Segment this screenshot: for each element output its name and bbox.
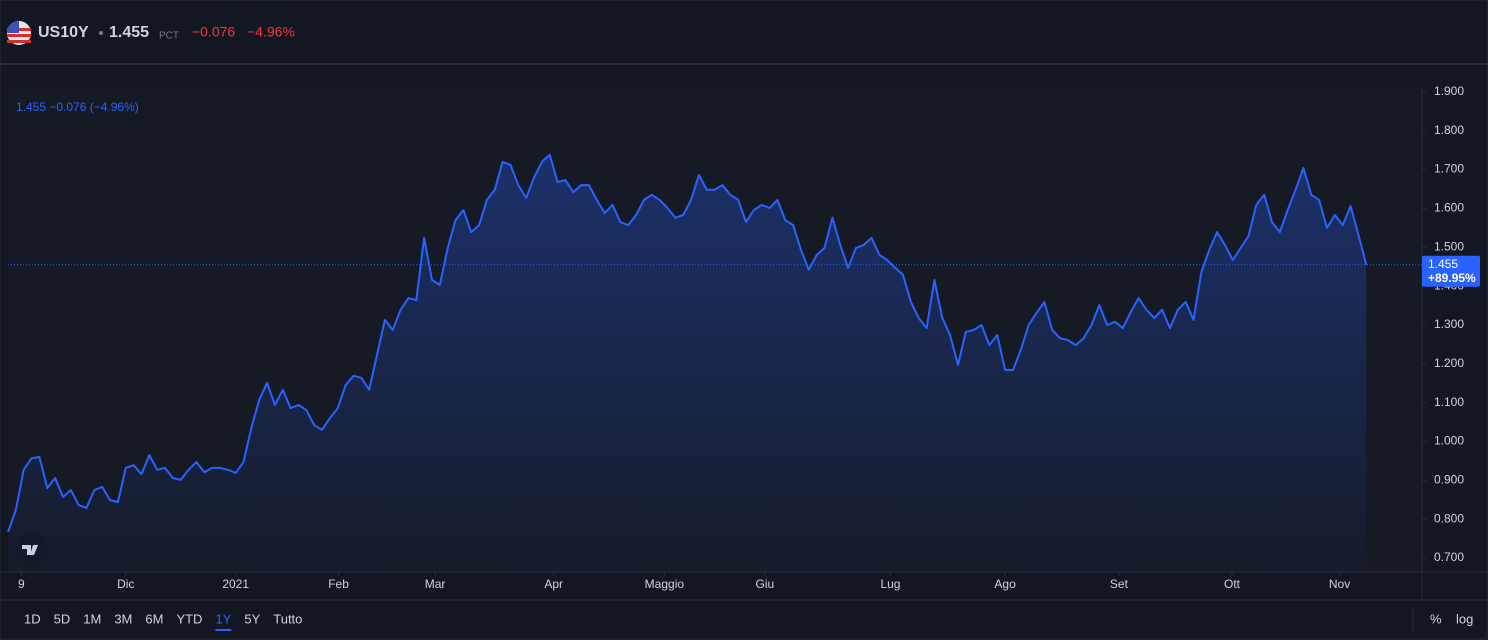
x-tick-label: Mar <box>425 577 446 591</box>
y-tick-label: 0.700 <box>1434 550 1464 564</box>
price: 1.455 <box>109 24 149 41</box>
range-button[interactable]: 1Y <box>215 611 231 626</box>
range-button[interactable]: 1M <box>83 611 101 626</box>
area <box>8 154 1367 573</box>
last-price-box <box>1422 255 1480 287</box>
y-tick-label: 1.800 <box>1434 123 1464 137</box>
y-tick-label: 0.800 <box>1434 511 1464 525</box>
scale-button[interactable]: log <box>1456 611 1473 626</box>
x-tick-label: Ott <box>1224 577 1241 591</box>
change: −0.076 <box>192 24 235 40</box>
y-tick-label: 1.100 <box>1434 395 1464 409</box>
range-button[interactable]: 3M <box>114 611 132 626</box>
last-change-label: +89.95% <box>1428 271 1476 285</box>
y-tick-label: 0.900 <box>1434 472 1464 486</box>
x-tick-label: 9 <box>18 577 25 591</box>
flag <box>7 21 31 45</box>
x-tick-label: Nov <box>1329 577 1350 591</box>
scale-button[interactable]: % <box>1430 611 1442 626</box>
unit: PCT <box>159 31 179 42</box>
change-pct: −4.96% <box>247 24 295 40</box>
y-tick-label: 1.000 <box>1434 434 1464 448</box>
line <box>7 153 1368 533</box>
x-tick-label: 2021 <box>222 577 249 591</box>
x-tick-label: Giu <box>756 577 775 591</box>
range-button[interactable]: 5D <box>54 611 71 626</box>
x-tick-label: Ago <box>994 577 1016 591</box>
range-button[interactable]: YTD <box>176 611 202 626</box>
x-tick-label: Set <box>1110 577 1129 591</box>
last-price-label: 1.455 <box>1428 257 1458 271</box>
range-button[interactable]: 5Y <box>244 611 260 626</box>
dot <box>99 31 103 35</box>
y-tick-label: 1.700 <box>1434 162 1464 176</box>
legend: 1.455 −0.076 (−4.96%) <box>16 100 139 114</box>
y-tick-label: 1.500 <box>1434 239 1464 253</box>
y-tick-label: 1.300 <box>1434 317 1464 331</box>
x-tick-label: Dic <box>117 577 134 591</box>
range-button[interactable]: Tutto <box>273 611 302 626</box>
x-tick-label: Feb <box>328 577 349 591</box>
x-tick-label: Lug <box>880 577 900 591</box>
symbol: US10Y <box>38 24 89 41</box>
range-button[interactable]: 6M <box>145 611 163 626</box>
x-tick-label: Maggio <box>645 577 685 591</box>
y-tick-label: 1.200 <box>1434 356 1464 370</box>
x-tick-label: Apr <box>544 577 563 591</box>
y-tick-label: 1.600 <box>1434 201 1464 215</box>
range-button[interactable]: 1D <box>24 611 41 626</box>
y-tick-label: 1.900 <box>1434 84 1464 98</box>
